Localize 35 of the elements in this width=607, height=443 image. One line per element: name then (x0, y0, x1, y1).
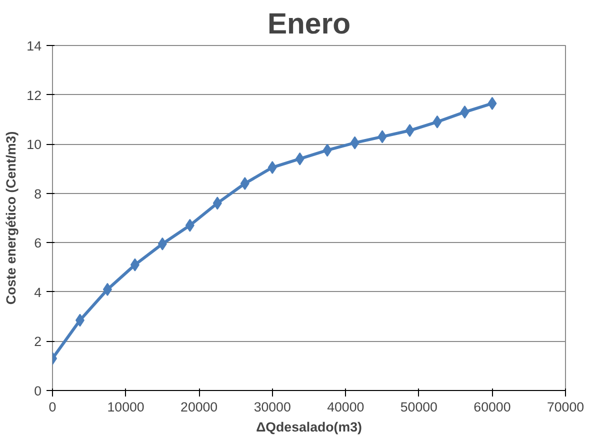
x-tick-label: 10000 (107, 400, 144, 414)
y-axis-title: Coste energético (Cent/m3) (4, 131, 19, 305)
point (432, 115, 442, 128)
y-tick-label: 12 (26, 88, 42, 103)
point (240, 177, 250, 190)
x-tick-label: 0 (48, 400, 56, 414)
x-tick-label: 30000 (254, 400, 291, 414)
point (295, 152, 304, 166)
x-axis-title: ΔQdesalado(m3) (256, 420, 362, 434)
point (268, 160, 277, 174)
y-tick-label: 8 (34, 186, 42, 202)
point (488, 96, 497, 110)
point (130, 258, 140, 272)
point (185, 218, 194, 232)
y-tick-label: 0 (34, 384, 42, 398)
point (378, 130, 387, 144)
y-tick-label: 10 (26, 137, 42, 152)
point (322, 144, 332, 157)
y-tick-label: 2 (34, 334, 42, 350)
chart-title: Enero (267, 8, 351, 40)
point (158, 237, 167, 250)
point (75, 314, 84, 327)
x-tick-label: 40000 (327, 400, 364, 414)
point (102, 282, 112, 296)
point (405, 124, 414, 138)
x-tick-label: 20000 (180, 400, 218, 414)
y-tick-label: 4 (34, 284, 42, 300)
y-tick-label: 14 (26, 38, 42, 54)
point (350, 136, 360, 150)
point (460, 106, 470, 119)
y-tick-label: 6 (34, 236, 42, 251)
x-tick-label: 50000 (400, 400, 438, 414)
x-tick-label: 70000 (546, 400, 584, 414)
x-tick-label: 60000 (474, 400, 511, 414)
point (212, 196, 222, 210)
